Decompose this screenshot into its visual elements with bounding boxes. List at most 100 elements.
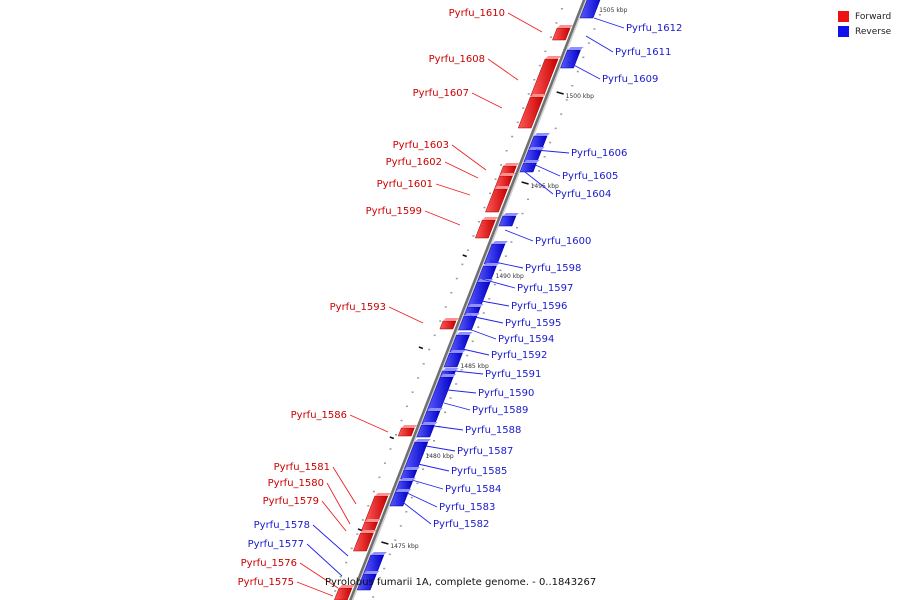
forward-gene-label[interactable]: Pyrfu_1603 bbox=[393, 140, 449, 151]
forward-gene-block[interactable] bbox=[552, 27, 571, 41]
reverse-gene-label[interactable]: Pyrfu_1600 bbox=[535, 236, 591, 247]
leader-line bbox=[299, 562, 339, 589]
reverse-gene-label[interactable]: Pyrfu_1577 bbox=[248, 539, 304, 550]
tick-label: 1475 kbp bbox=[390, 543, 418, 550]
leader-line bbox=[404, 491, 438, 508]
leader-line bbox=[489, 260, 524, 269]
leader-line bbox=[504, 229, 534, 242]
gene-block-cap bbox=[530, 94, 547, 97]
forward-gene-label[interactable]: Pyrfu_1607 bbox=[413, 88, 469, 99]
leader-line bbox=[447, 389, 477, 394]
reverse-gene-label[interactable]: Pyrfu_1604 bbox=[555, 189, 611, 200]
forward-gene-block[interactable] bbox=[397, 427, 415, 437]
forward-gene-label[interactable]: Pyrfu_1599 bbox=[366, 206, 422, 217]
forward-gene-label[interactable]: Pyrfu_1610 bbox=[449, 8, 505, 19]
axis-dot bbox=[499, 269, 502, 272]
forward-gene-label[interactable]: Pyrfu_1602 bbox=[386, 157, 442, 168]
gene-block-cap bbox=[492, 241, 509, 244]
legend: Forward Reverse bbox=[838, 9, 891, 39]
reverse-gene-label[interactable]: Pyrfu_1587 bbox=[457, 446, 513, 457]
reverse-gene-label[interactable]: Pyrfu_1595 bbox=[505, 318, 561, 329]
axis-dot bbox=[455, 277, 458, 280]
reverse-gene-label[interactable]: Pyrfu_1611 bbox=[615, 47, 671, 58]
axis-dot bbox=[494, 178, 497, 180]
gene-block-cap bbox=[442, 368, 459, 371]
gene-block-cap bbox=[414, 439, 431, 442]
reverse-gene-label[interactable]: Pyrfu_1588 bbox=[465, 425, 521, 436]
reverse-gene-label[interactable]: Pyrfu_1584 bbox=[445, 484, 501, 495]
axis-dot bbox=[334, 590, 337, 592]
axis-dot bbox=[593, 28, 596, 30]
forward-gene-label[interactable]: Pyrfu_1586 bbox=[291, 410, 347, 421]
forward-gene-label[interactable]: Pyrfu_1608 bbox=[429, 54, 485, 65]
reverse-gene-label[interactable]: Pyrfu_1609 bbox=[602, 74, 658, 85]
reverse-gene-label[interactable]: Pyrfu_1596 bbox=[511, 301, 567, 312]
axis-dot bbox=[421, 468, 424, 470]
forward-gene-block[interactable] bbox=[334, 587, 353, 600]
reverse-gene-label[interactable]: Pyrfu_1583 bbox=[439, 502, 495, 513]
axis-dot bbox=[488, 298, 491, 300]
reverse-gene-label[interactable]: Pyrfu_1597 bbox=[517, 283, 573, 294]
reverse-gene-label[interactable]: Pyrfu_1606 bbox=[571, 148, 627, 159]
forward-gene-label[interactable]: Pyrfu_1601 bbox=[377, 179, 433, 190]
axis-dot bbox=[555, 22, 558, 24]
axis-dot bbox=[427, 454, 430, 456]
reverse-gene-label[interactable]: Pyrfu_1591 bbox=[485, 369, 541, 380]
legend-reverse: Reverse bbox=[838, 24, 891, 39]
leader-line bbox=[321, 500, 347, 532]
forward-gene-block[interactable] bbox=[439, 320, 457, 330]
axis-dot bbox=[350, 547, 353, 550]
legend-forward: Forward bbox=[838, 9, 891, 24]
reverse-gene-label[interactable]: Pyrfu_1578 bbox=[254, 520, 310, 531]
gene-block-cap bbox=[360, 530, 377, 533]
axis-dot bbox=[598, 14, 601, 16]
axis-dot bbox=[516, 121, 519, 124]
forward-gene-label[interactable]: Pyrfu_1593 bbox=[330, 302, 386, 313]
reverse-gene-label[interactable]: Pyrfu_1582 bbox=[433, 519, 489, 530]
reverse-gene-block[interactable] bbox=[579, 0, 602, 19]
forward-gene-label[interactable]: Pyrfu_1581 bbox=[274, 462, 330, 473]
axis-dot bbox=[455, 383, 458, 385]
reverse-gene-label[interactable]: Pyrfu_1612 bbox=[626, 23, 682, 34]
leader-line bbox=[435, 183, 471, 196]
tick-mark bbox=[462, 254, 467, 258]
axis-dot bbox=[450, 292, 453, 294]
reverse-gene-label[interactable]: Pyrfu_1598 bbox=[525, 263, 581, 274]
forward-gene-label[interactable]: Pyrfu_1580 bbox=[268, 478, 324, 489]
gene-block-cap bbox=[426, 408, 443, 411]
forward-gene-block[interactable] bbox=[360, 521, 379, 532]
axis-dot bbox=[510, 241, 513, 243]
axis-dot bbox=[433, 334, 436, 337]
gene-block-cap bbox=[557, 25, 574, 28]
leader-line bbox=[530, 162, 561, 177]
gene-block-cap bbox=[363, 571, 380, 574]
reverse-gene-label[interactable]: Pyrfu_1585 bbox=[451, 466, 507, 477]
axis-dot bbox=[471, 340, 474, 343]
axis-dot bbox=[372, 490, 375, 493]
reverse-gene-label[interactable]: Pyrfu_1594 bbox=[498, 334, 554, 345]
leader-line bbox=[349, 414, 389, 433]
axis-dot bbox=[482, 312, 485, 314]
axis-dot bbox=[416, 482, 419, 485]
reverse-gene-label[interactable]: Pyrfu_1605 bbox=[562, 171, 618, 182]
leader-line bbox=[469, 315, 504, 324]
forward-gene-label[interactable]: Pyrfu_1576 bbox=[241, 558, 297, 569]
gene-block-cap bbox=[339, 585, 356, 588]
forward-gene-label[interactable]: Pyrfu_1579 bbox=[263, 496, 319, 507]
axis-dot bbox=[582, 56, 585, 59]
gene-block-cap bbox=[567, 47, 584, 50]
axis-dot bbox=[587, 42, 590, 44]
gene-block-cap bbox=[523, 160, 540, 163]
gene-block-cap bbox=[502, 213, 519, 216]
axis-dot bbox=[460, 369, 463, 371]
reverse-gene-label[interactable]: Pyrfu_1592 bbox=[491, 350, 547, 361]
leader-line bbox=[433, 425, 464, 431]
axis-dot bbox=[406, 405, 409, 408]
reverse-gene-label[interactable]: Pyrfu_1590 bbox=[478, 388, 534, 399]
axis-dot bbox=[504, 255, 507, 257]
axis-dot bbox=[576, 70, 579, 73]
axis-dot bbox=[367, 505, 370, 507]
forward-gene-label[interactable]: Pyrfu_1575 bbox=[238, 577, 294, 588]
reverse-gene-label[interactable]: Pyrfu_1589 bbox=[472, 405, 528, 416]
